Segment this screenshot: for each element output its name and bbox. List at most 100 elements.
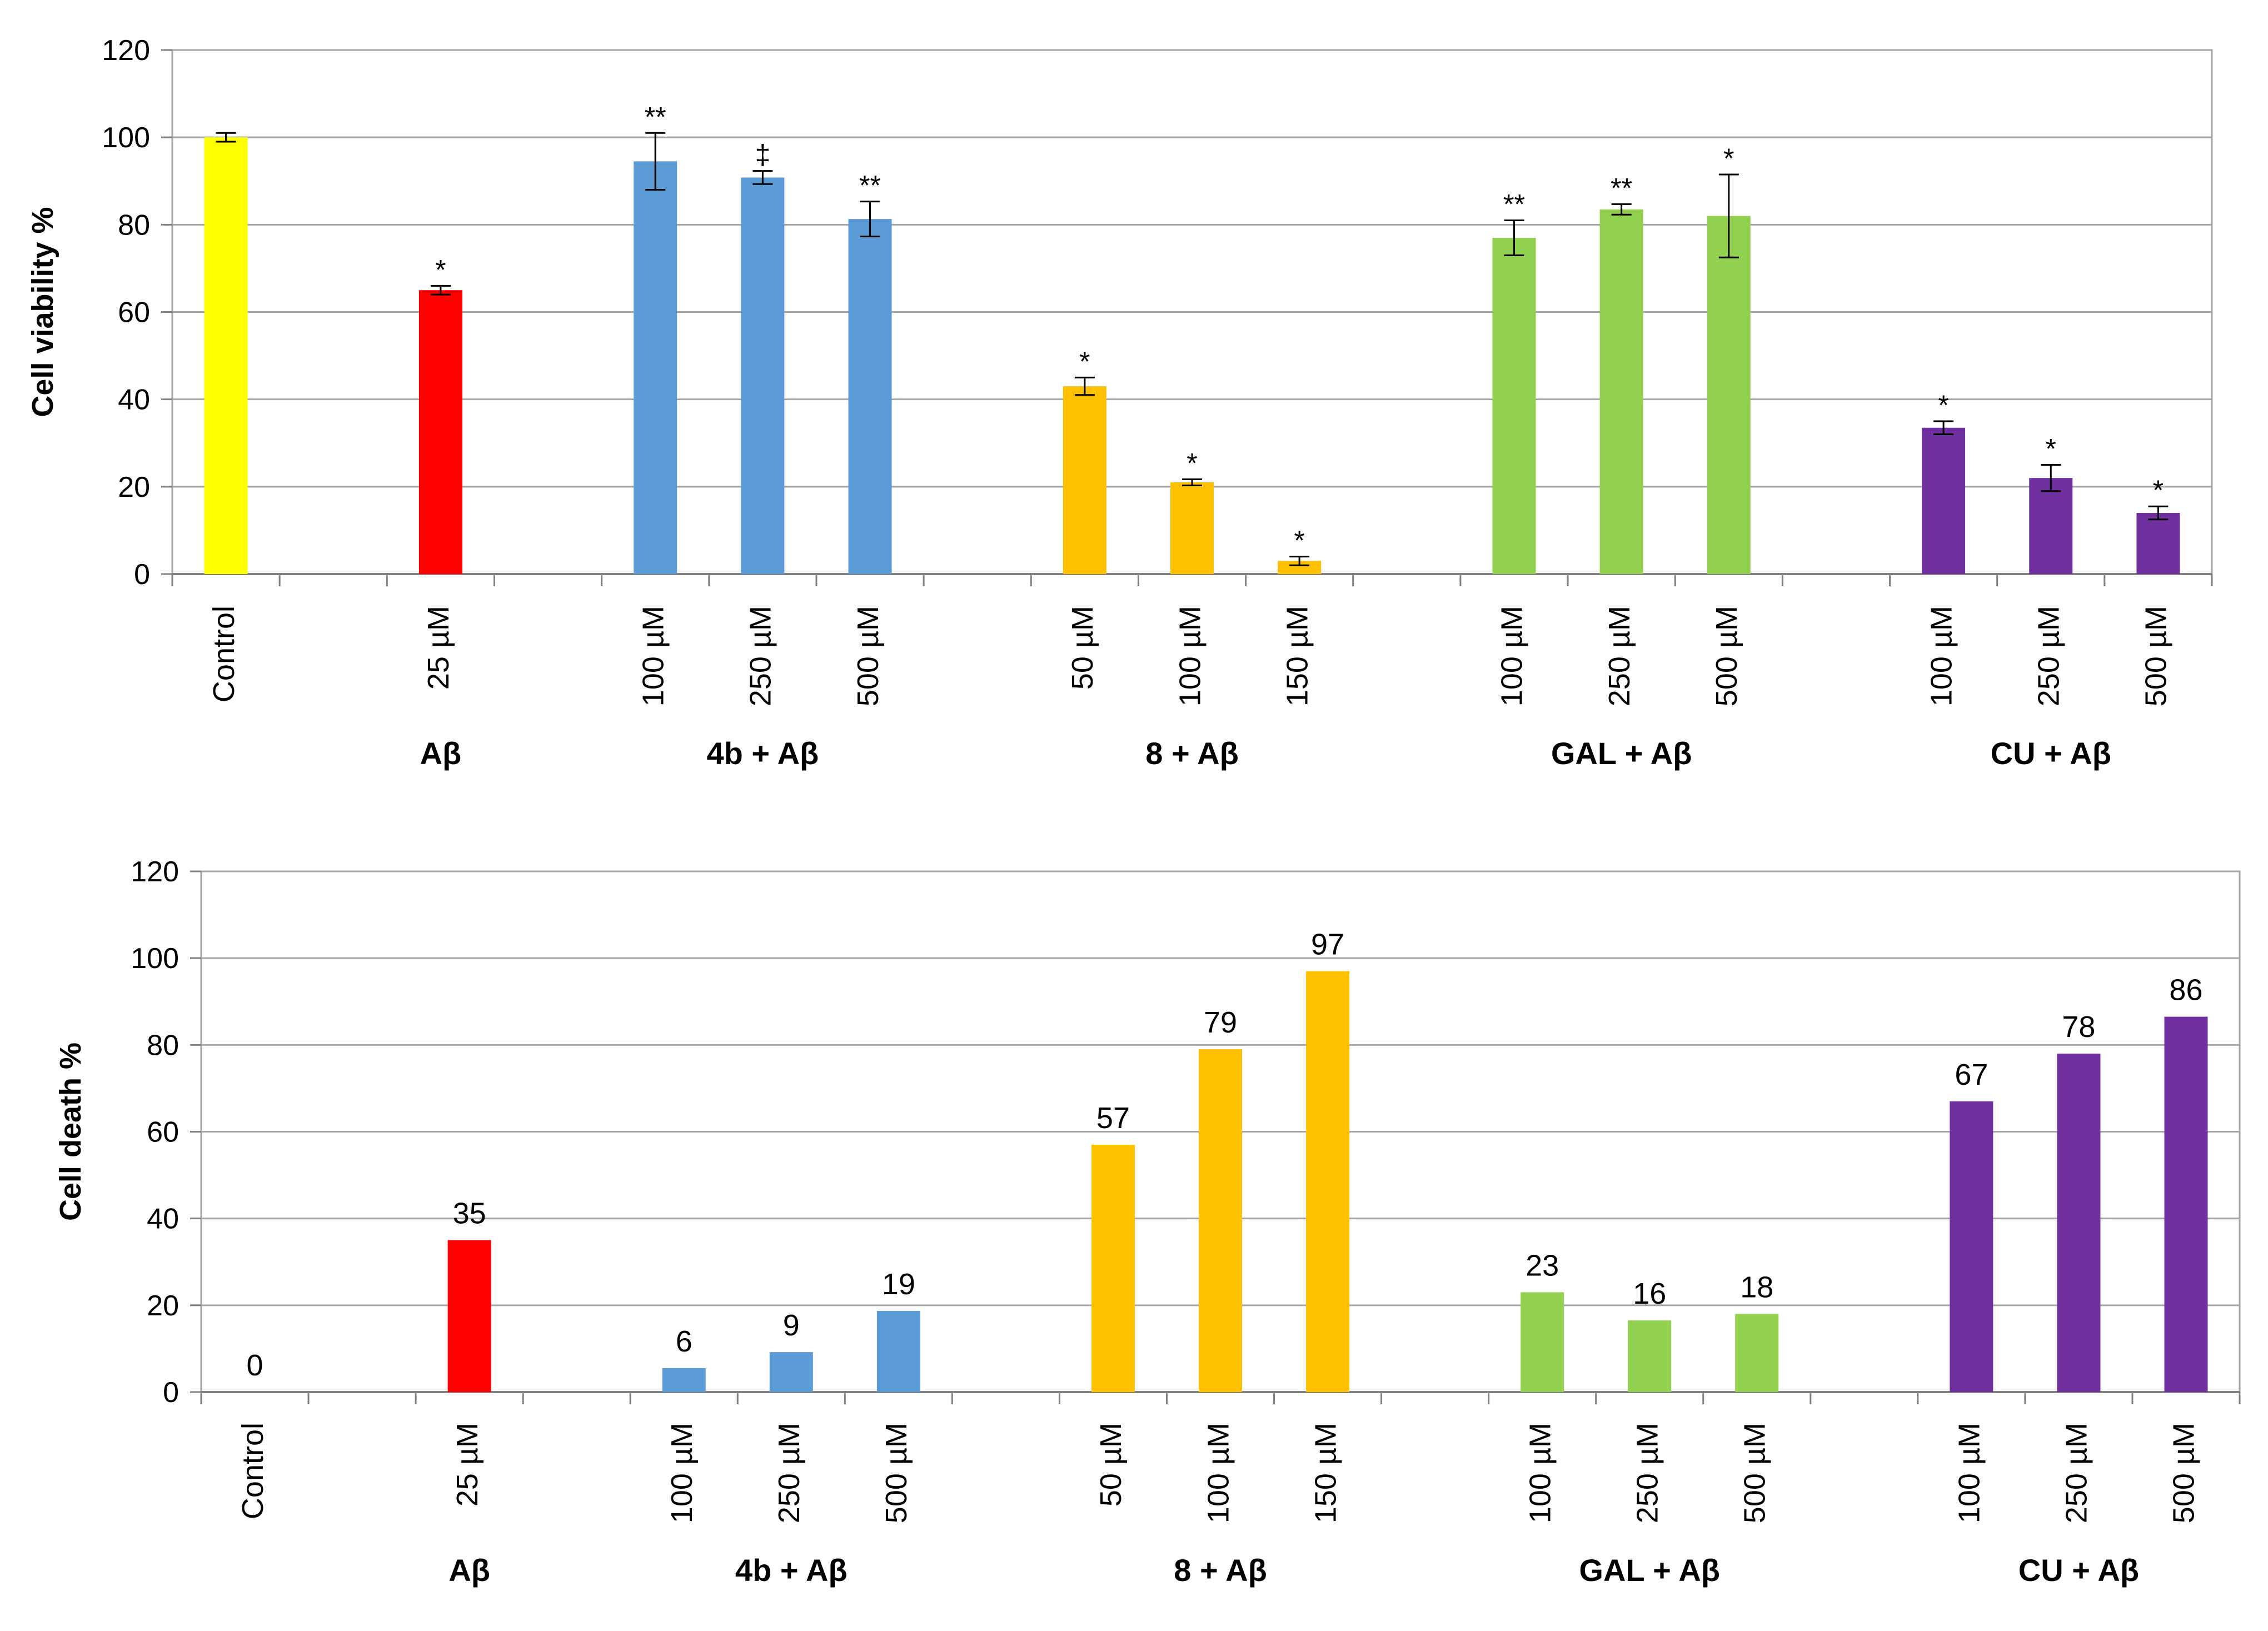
death-group-label: 8 + Aβ [1174, 1553, 1267, 1588]
death-category-label: 100 µM [665, 1423, 699, 1523]
death-category-label: 100 µM [1202, 1423, 1235, 1523]
death-data-label: 23 [1526, 1249, 1559, 1282]
death-data-label: 86 [2169, 974, 2202, 1007]
death-bar [1199, 1049, 1242, 1392]
death-y-axis-title: Cell death % [54, 1043, 87, 1221]
death-ytick-label: 100 [131, 942, 179, 975]
death-data-label: 0 [247, 1349, 263, 1382]
viability-y-axis-title: Cell viability % [26, 207, 59, 417]
viability-category-label: 500 µM [1710, 606, 1743, 706]
death-bar [1306, 971, 1350, 1392]
viability-category-label: 100 µM [1496, 606, 1529, 706]
viability-category-label: 150 µM [1280, 606, 1314, 706]
viability-bar [1599, 209, 1643, 574]
viability-significance-mark: * [2046, 433, 2056, 465]
death-bar [2057, 1053, 2101, 1392]
death-category-label: 100 µM [1523, 1423, 1557, 1523]
viability-significance-mark: * [1187, 447, 1197, 478]
death-data-label: 67 [1955, 1058, 1988, 1091]
viability-bar [1063, 386, 1106, 574]
death-data-label: 6 [676, 1325, 692, 1358]
death-bar [1091, 1144, 1135, 1392]
death-ytick-label: 40 [147, 1203, 179, 1235]
viability-ytick-label: 80 [118, 209, 150, 241]
viability-significance-mark: * [435, 254, 446, 285]
death-category-label: 250 µM [772, 1423, 806, 1523]
viability-significance-mark: ** [859, 170, 881, 201]
death-category-label: 250 µM [1631, 1423, 1664, 1523]
viability-bar [204, 137, 248, 574]
death-bar [769, 1352, 813, 1392]
death-bar [876, 1310, 920, 1392]
viability-bar [1170, 482, 1214, 574]
viability-ytick-label: 0 [134, 558, 150, 591]
viability-significance-mark: * [1723, 143, 1734, 174]
death-category-label: 500 µM [1738, 1423, 1772, 1523]
viability-ytick-label: 100 [102, 122, 150, 154]
viability-bar [1278, 561, 1322, 574]
viability-significance-mark: * [1938, 390, 1948, 421]
viability-significance-mark: ** [645, 101, 666, 132]
viability-significance-mark: * [1079, 346, 1090, 377]
viability-bar [2029, 478, 2073, 574]
death-bar [1628, 1320, 1672, 1392]
death-data-label: 97 [1311, 928, 1344, 961]
viability-ytick-label: 20 [118, 471, 150, 503]
viability-group-label: 4b + Aβ [707, 736, 819, 771]
death-bar [1950, 1101, 1993, 1392]
viability-bar [741, 177, 785, 574]
death-category-label: 500 µM [880, 1423, 913, 1523]
viability-ytick-label: 120 [102, 34, 150, 67]
death-ytick-label: 20 [147, 1290, 179, 1322]
viability-bar [848, 219, 892, 574]
death-data-label: 19 [882, 1268, 915, 1301]
death-group-label: 4b + Aβ [735, 1553, 848, 1588]
viability-ytick-label: 40 [118, 384, 150, 416]
viability-group-label: 8 + Aβ [1145, 736, 1239, 771]
death-category-label: 100 µM [1953, 1423, 1986, 1523]
viability-bar [1492, 237, 1536, 574]
death-category-label: 25 µM [451, 1423, 484, 1507]
viability-significance-mark: ** [1503, 188, 1525, 220]
death-bar [447, 1240, 491, 1392]
viability-category-label: 50 µM [1066, 606, 1099, 690]
death-data-label: 35 [453, 1197, 486, 1230]
viability-category-label: 250 µM [2032, 606, 2066, 706]
viability-category-label: 100 µM [636, 606, 670, 706]
death-group-label: CU + Aβ [2018, 1553, 2139, 1588]
death-bar [1521, 1292, 1564, 1392]
viability-category-label: 500 µM [851, 606, 885, 706]
death-data-label: 57 [1096, 1101, 1130, 1135]
death-data-label: 18 [1740, 1270, 1773, 1304]
death-category-label: 500 µM [2167, 1423, 2201, 1523]
death-ytick-label: 0 [163, 1376, 179, 1409]
death-category-label: 50 µM [1094, 1423, 1128, 1507]
death-ytick-label: 60 [147, 1116, 179, 1149]
viability-significance-mark: ‡ [755, 139, 770, 171]
viability-category-label: 100 µM [1925, 606, 1958, 706]
viability-bar [1707, 216, 1751, 574]
death-ytick-label: 80 [147, 1029, 179, 1061]
viability-significance-mark: * [1294, 525, 1304, 556]
death-data-label: 78 [2062, 1010, 2095, 1044]
death-data-label: 16 [1633, 1277, 1666, 1310]
viability-bar [1922, 427, 1966, 574]
death-bar [1735, 1314, 1779, 1392]
viability-category-label: Control [207, 606, 241, 702]
viability-bar [2136, 512, 2180, 574]
viability-category-label: 100 µM [1173, 606, 1207, 706]
viability-bar [634, 161, 677, 574]
viability-category-label: 250 µM [1603, 606, 1636, 706]
death-bar [2164, 1016, 2208, 1392]
viability-ytick-label: 60 [118, 297, 150, 329]
death-bar [662, 1368, 706, 1392]
death-group-label: Aβ [448, 1553, 490, 1588]
viability-significance-mark: * [2153, 475, 2164, 506]
death-category-label: 250 µM [2060, 1423, 2093, 1523]
viability-category-label: 25 µM [422, 606, 455, 690]
death-group-label: GAL + Aβ [1579, 1553, 1720, 1588]
death-category-label: 150 µM [1309, 1423, 1342, 1523]
viability-category-label: 500 µM [2140, 606, 2173, 706]
death-category-label: Control [236, 1423, 270, 1519]
